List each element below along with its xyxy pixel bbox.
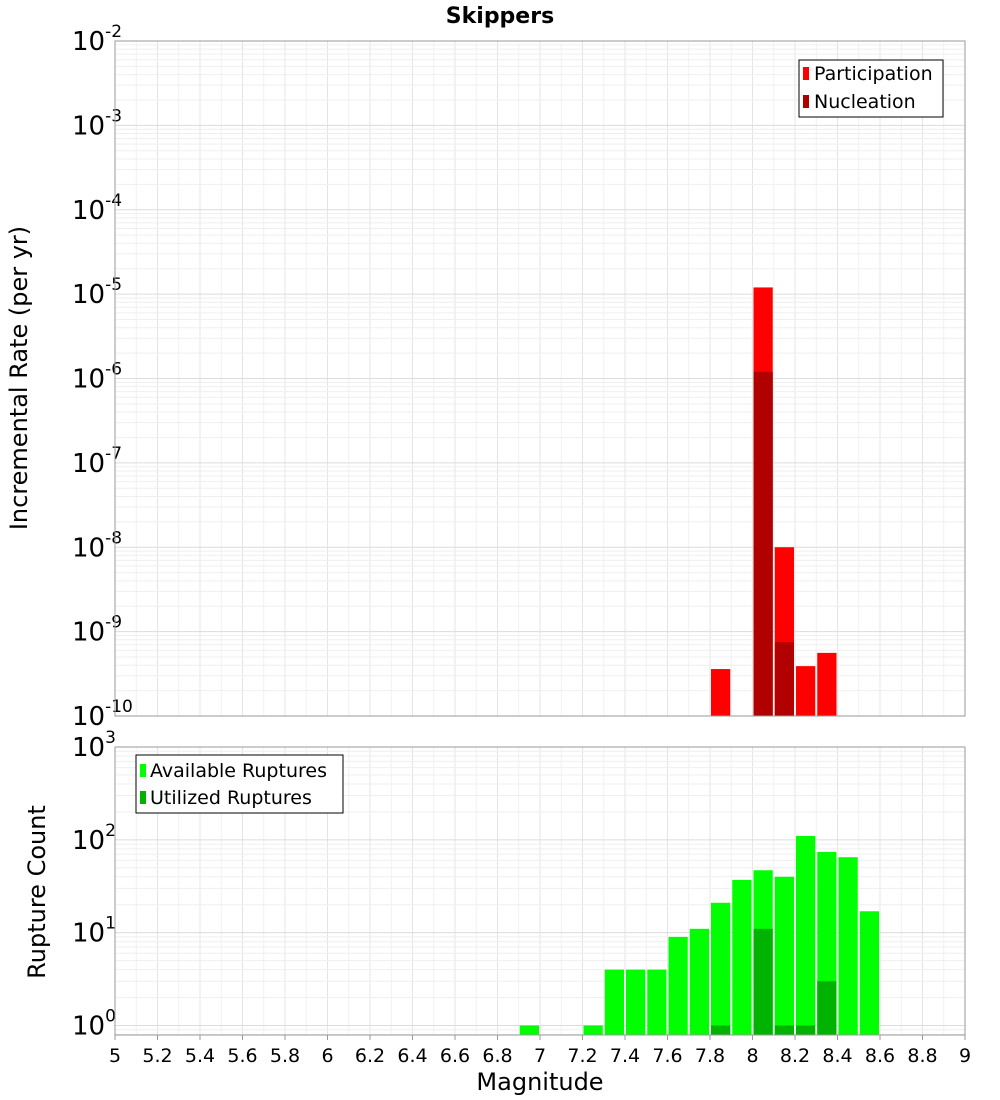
x-tick-label: 6.6 [440,1045,470,1067]
legend-label-nucleation: Nucleation [814,91,916,113]
bar-nucleation-8.15 [774,642,794,716]
x-tick-label: 8.4 [822,1045,852,1067]
y-tick-label: 10-7 [72,444,122,479]
bar-participation-8.25 [796,666,816,716]
top-legend-box [798,59,944,118]
legend-swatch-nucleation [803,95,809,108]
bar-utilized-ruptures-8.25 [796,1025,816,1035]
bar-nucleation-8.05 [753,371,773,716]
legend-swatch-utilized-ruptures [140,791,146,804]
top-plot-grid [114,40,966,717]
bar-utilized-ruptures-7.85 [711,1025,731,1035]
y-tick-label: 10-2 [72,22,122,57]
x-tick-label: 7.4 [610,1045,640,1067]
bar-available-ruptures-7.95 [732,879,752,1035]
legend-swatch-participation [803,67,809,80]
x-axis-label: Magnitude [476,1068,603,1096]
top-plot-bars [711,287,837,716]
y-tick-label: 10-3 [72,106,122,141]
bar-available-ruptures-8.55 [859,911,879,1035]
y-tick-label: 10-4 [72,191,122,226]
bar-available-ruptures-8.25 [796,835,816,1035]
x-tick-label: 5 [109,1045,121,1067]
x-tick-label: 5.6 [227,1045,257,1067]
chart-title: Skippers [446,4,554,29]
y-tick-label: 100 [72,1006,116,1041]
bottom-y-ticks: 100 101 102 103 [72,728,116,1041]
bar-available-ruptures-7.65 [668,936,688,1035]
bar-available-ruptures-7.85 [711,902,731,1035]
y-tick-label: 103 [72,728,116,763]
legend-swatch-available-ruptures [140,764,146,777]
x-tick-label: 5.4 [185,1045,215,1067]
x-tick-label: 9 [959,1045,971,1067]
bottom-legend: Available Ruptures Utilized Ruptures [135,754,344,814]
x-tick-label: 7.8 [695,1045,725,1067]
bar-available-ruptures-7.55 [647,969,667,1035]
y-tick-label: 10-8 [72,528,122,563]
bar-available-ruptures-7.25 [583,1025,603,1035]
y-tick-label: 101 [72,914,116,949]
x-tick-label: 5.2 [142,1045,172,1067]
bar-utilized-ruptures-8.35 [817,981,837,1035]
bar-available-ruptures-7.75 [689,928,709,1035]
y-tick-label: 10-5 [72,275,122,310]
bar-utilized-ruptures-8.05 [753,928,773,1035]
x-tick-label: 8.8 [907,1045,937,1067]
bottom-legend-box [135,754,344,814]
x-tick-label: 8 [746,1045,758,1067]
bar-available-ruptures-6.95 [519,1025,539,1035]
bottom-plot-frame [114,746,966,1036]
top-plot-frame [114,40,966,717]
x-tick-label: 7.2 [567,1045,597,1067]
x-tick-label: 5.8 [270,1045,300,1067]
y-tick-label: 10-10 [72,697,133,732]
bottom-y-axis-label: Rupture Count [23,805,51,979]
legend-label-participation: Participation [814,63,933,85]
y-tick-label: 10-9 [72,613,122,648]
top-y-ticks: 10-10 10-9 10-8 10-7 10-6 10-5 10-4 10-3 10-2 [72,22,133,732]
bar-available-ruptures-8.45 [838,857,858,1035]
x-tick-label: 6.2 [355,1045,385,1067]
y-tick-label: 10-6 [72,360,122,395]
x-ticks: 5 5.2 5.4 5.6 5.8 6 6.2 6.4 6.6 6.8 7 7.2 7.4 7.6 7.8 8… [109,1035,971,1067]
bottom-plot-bars [519,835,879,1035]
bar-participation-7.85 [711,669,731,716]
legend-label-available-ruptures: Available Ruptures [150,760,327,782]
bar-available-ruptures-8.15 [774,876,794,1035]
top-legend: Participation Nucleation [798,59,944,118]
x-tick-label: 7 [534,1045,546,1067]
y-tick-label: 102 [72,821,116,856]
x-tick-label: 8.2 [780,1045,810,1067]
bar-available-ruptures-7.35 [604,969,624,1035]
bar-participation-8.35 [817,652,837,716]
x-tick-label: 6.8 [482,1045,512,1067]
legend-label-utilized-ruptures: Utilized Ruptures [150,787,312,809]
bar-available-ruptures-7.45 [626,969,646,1035]
x-tick-label: 6 [321,1045,333,1067]
top-y-axis-label: Incremental Rate (per yr) [5,226,33,530]
x-tick-label: 7.6 [652,1045,682,1067]
x-tick-label: 6.4 [397,1045,427,1067]
x-tick-label: 8.6 [865,1045,895,1067]
bar-utilized-ruptures-8.15 [774,1025,794,1035]
